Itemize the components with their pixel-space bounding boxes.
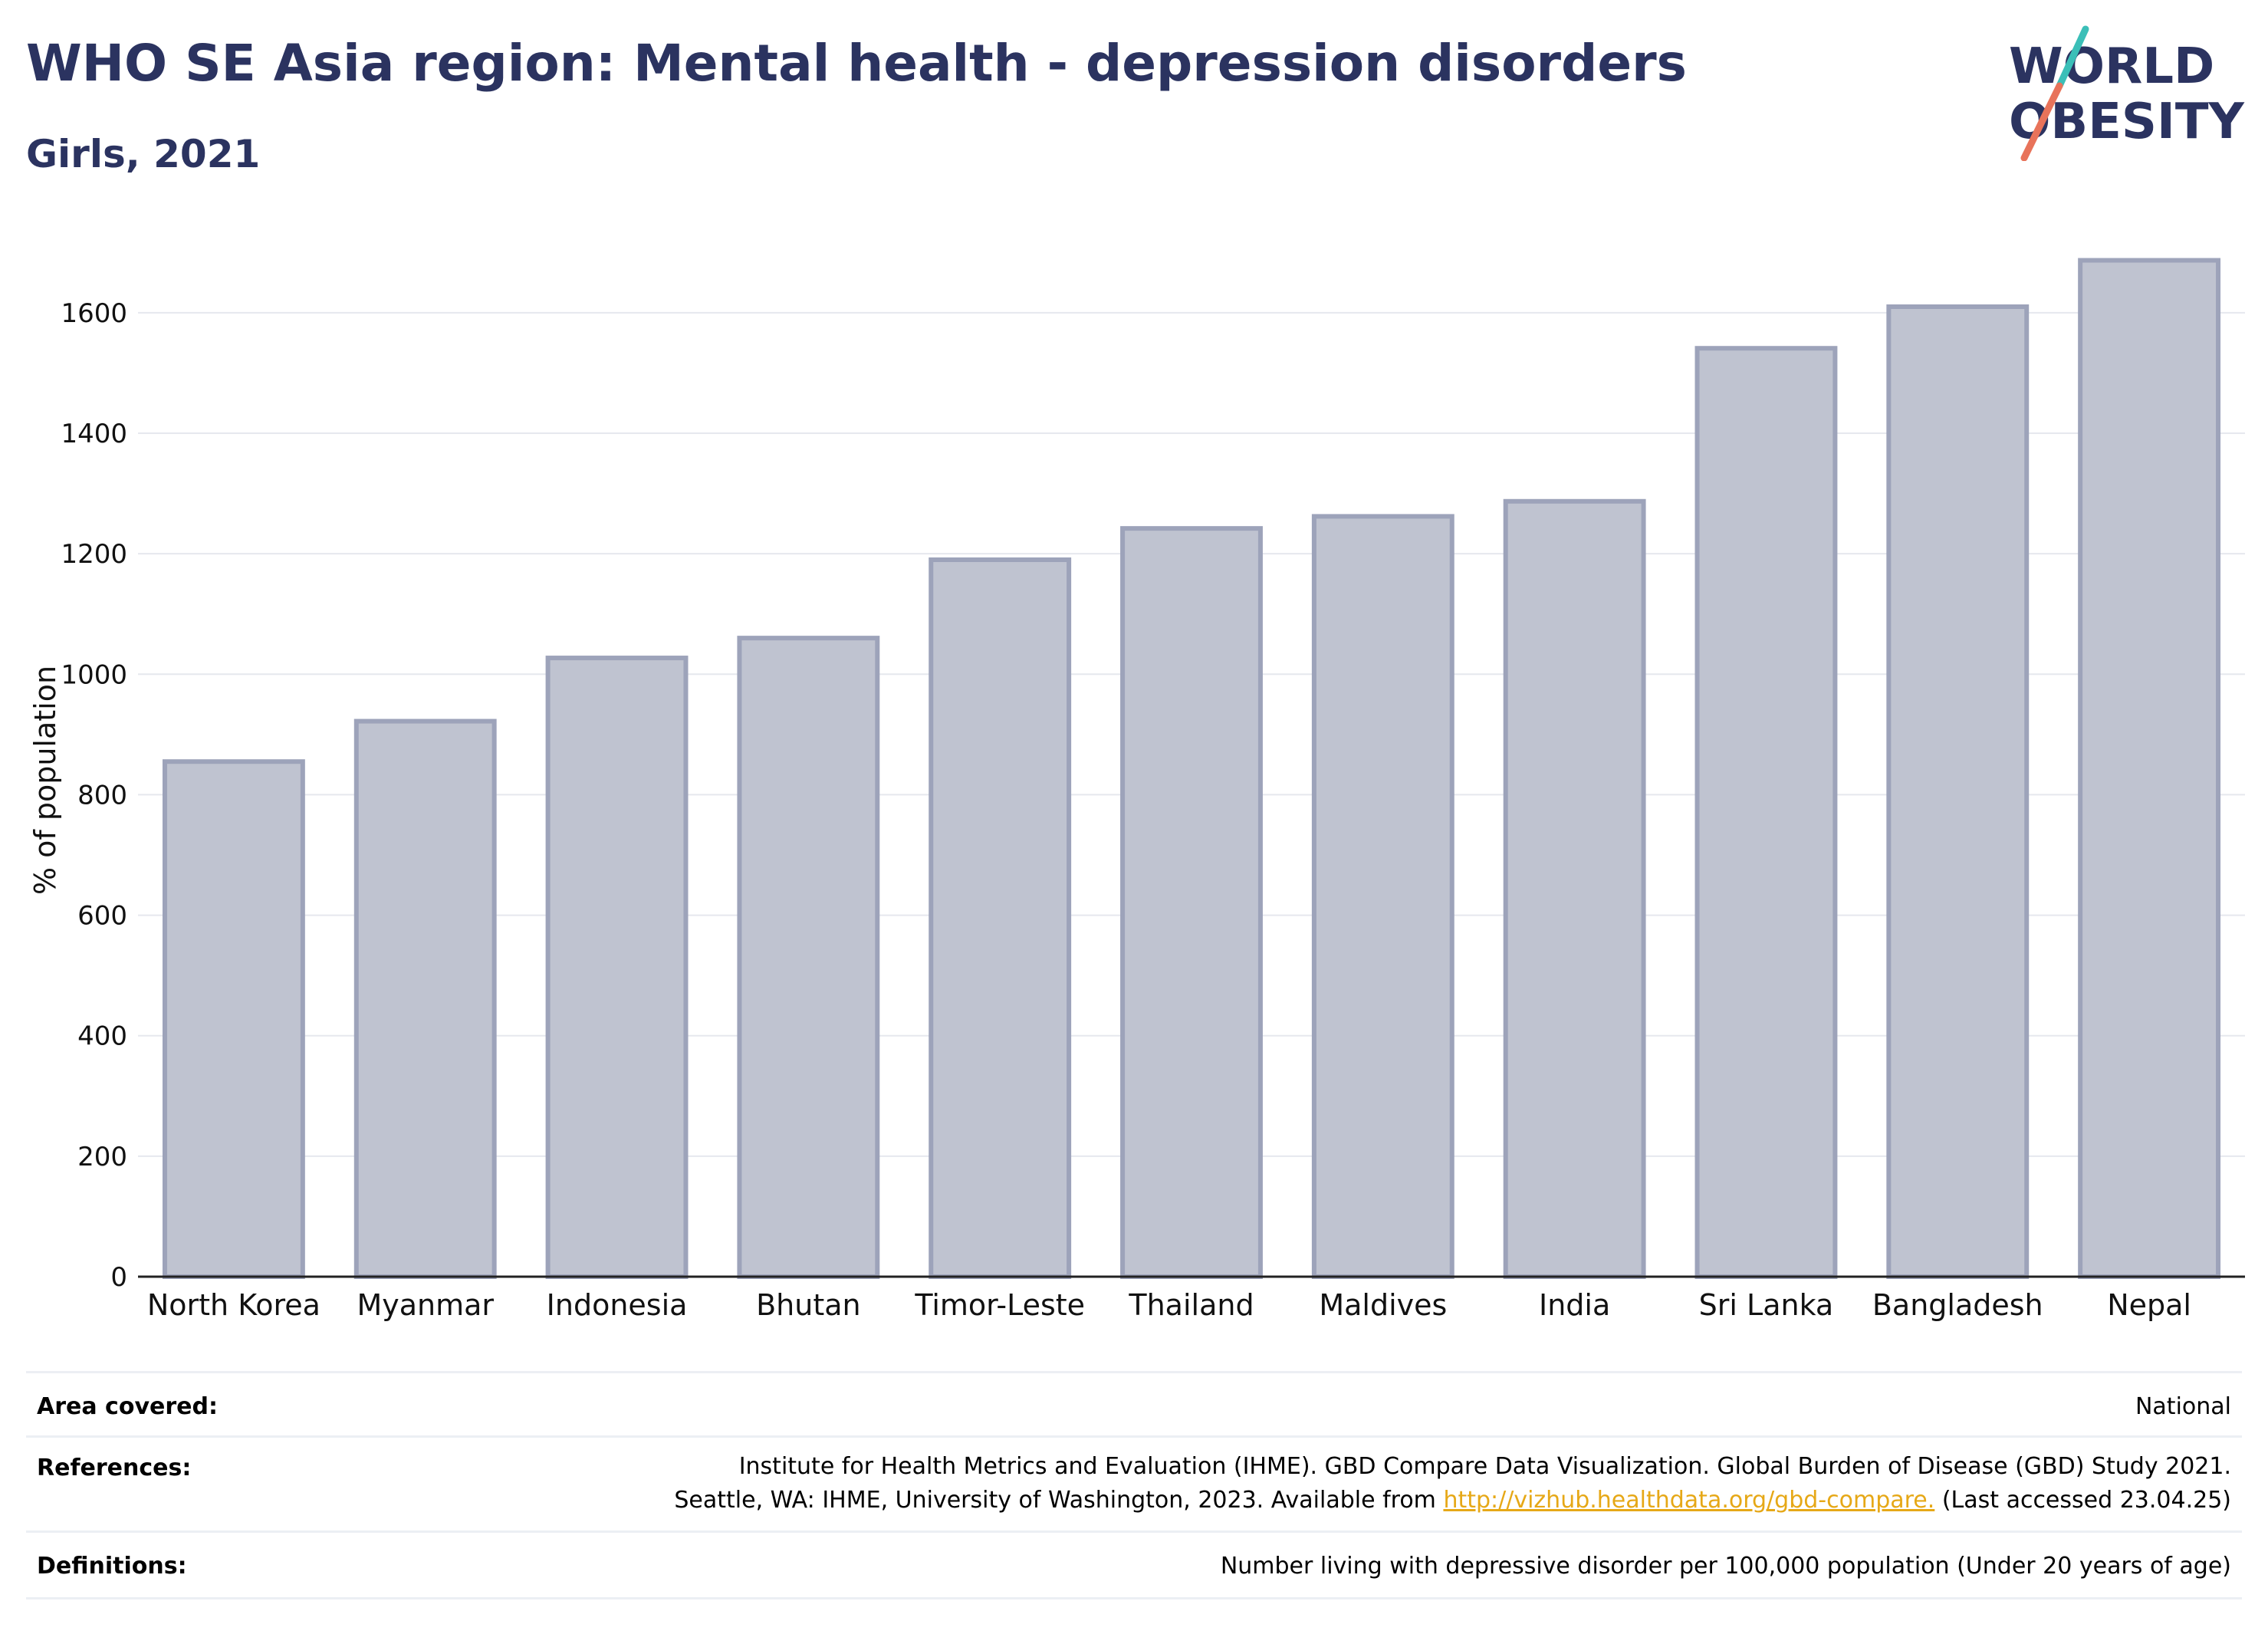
area-covered-label: Area covered: xyxy=(37,1393,218,1420)
bar-chart: 0 200 400 600 800 1000 1200 1400 1600 North Korea… xyxy=(28,258,2245,1322)
world-obesity-logo: WORLD OBESITY xyxy=(2009,25,2244,161)
x-tick-label: Timor-Leste xyxy=(914,1288,1085,1322)
bar xyxy=(1503,498,1646,1279)
x-tick-label: Myanmar xyxy=(357,1288,494,1322)
bar xyxy=(1311,514,1454,1279)
references-line-2-prefix: Seattle, WA: IHME, University of Washing… xyxy=(674,1487,1444,1514)
logo-slash-teal xyxy=(2056,25,2089,90)
references-line-1: Institute for Health Metrics and Evaluat… xyxy=(738,1453,2231,1480)
definitions-value: Number living with depressive disorder p… xyxy=(1220,1553,2231,1580)
x-tick-label: Thailand xyxy=(1128,1288,1254,1322)
x-tick-label: India xyxy=(1539,1288,1610,1322)
references-row: References: Institute for Health Metrics… xyxy=(26,1435,2242,1533)
bar xyxy=(737,636,880,1279)
chart-title: WHO SE Asia region: Mental health - depr… xyxy=(26,34,1687,93)
bar xyxy=(545,656,689,1279)
x-tick-label: Maldives xyxy=(1319,1288,1447,1322)
y-tick-label: 800 xyxy=(77,780,127,810)
area-covered-row: Area covered: National xyxy=(26,1371,2242,1438)
bar xyxy=(929,557,1072,1279)
y-tick-label: 200 xyxy=(77,1142,127,1172)
y-tick-label: 1000 xyxy=(61,659,127,690)
x-tick-label: Nepal xyxy=(2107,1288,2191,1322)
y-tick-label: 400 xyxy=(77,1021,127,1052)
references-value: Institute for Health Metrics and Evaluat… xyxy=(674,1450,2231,1517)
bar xyxy=(353,718,497,1279)
x-tick-label: North Korea xyxy=(147,1288,320,1322)
y-tick-label: 1600 xyxy=(61,298,127,329)
x-tick-label: Bhutan xyxy=(756,1288,861,1322)
definitions-row: Definitions: Number living with depressi… xyxy=(26,1530,2242,1599)
x-tick-label: Indonesia xyxy=(547,1288,688,1322)
y-axis-title: % of population xyxy=(28,666,62,895)
bar xyxy=(1886,304,2030,1279)
bar xyxy=(2078,258,2221,1279)
references-label: References: xyxy=(37,1455,192,1481)
y-tick-label: 1200 xyxy=(61,539,127,570)
chart-subtitle: Girls, 2021 xyxy=(26,132,261,176)
bar xyxy=(1694,346,1838,1280)
logo-text-world: WORLD xyxy=(2009,38,2214,95)
y-tick-label: 1400 xyxy=(61,419,127,449)
logo-slash-coral xyxy=(2020,82,2063,161)
references-line-2-suffix: (Last accessed 23.04.25) xyxy=(1934,1487,2231,1514)
area-covered-value: National xyxy=(2135,1393,2231,1420)
y-tick-label: 0 xyxy=(110,1262,127,1293)
y-tick-label: 600 xyxy=(77,901,127,932)
references-line-2: Seattle, WA: IHME, University of Washing… xyxy=(674,1484,2231,1517)
bar xyxy=(162,759,305,1279)
x-tick-label: Sri Lanka xyxy=(1699,1288,1834,1322)
definitions-label: Definitions: xyxy=(37,1553,187,1580)
bar xyxy=(1120,526,1263,1279)
references-link[interactable]: http://vizhub.healthdata.org/gbd-compare… xyxy=(1443,1487,1935,1514)
x-tick-label: Bangladesh xyxy=(1872,1288,2043,1322)
